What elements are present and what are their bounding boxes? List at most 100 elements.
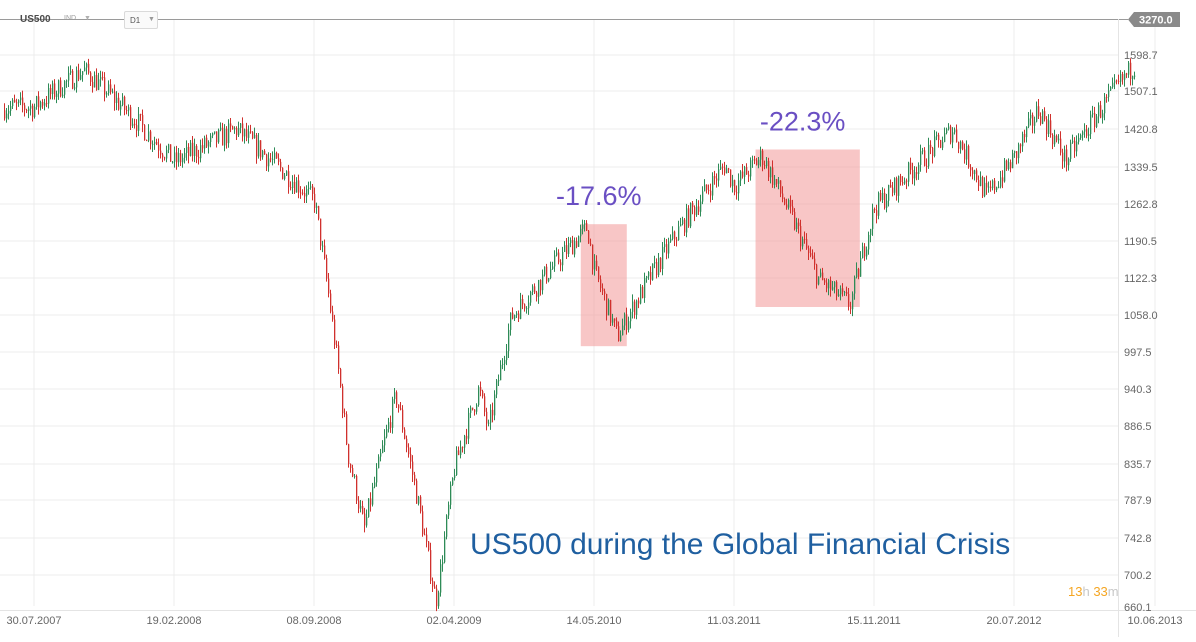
- candle-body: [982, 177, 984, 197]
- candle-body: [870, 228, 872, 235]
- candle-body: [998, 186, 1000, 188]
- candle-body: [50, 88, 52, 95]
- candle-body: [1128, 62, 1130, 75]
- candle-body: [964, 149, 966, 160]
- candle-body: [822, 272, 824, 281]
- candle-body: [936, 134, 938, 137]
- candle-body: [782, 193, 784, 199]
- candle-body: [786, 204, 788, 208]
- candle-body: [484, 396, 486, 412]
- candle-body: [978, 179, 980, 187]
- candle-body: [422, 511, 424, 535]
- candle-body: [992, 180, 994, 189]
- candle-body: [712, 176, 714, 196]
- candle-body: [626, 314, 628, 330]
- candle-body: [42, 101, 44, 106]
- candle-body: [302, 192, 304, 194]
- candle-body: [136, 125, 138, 131]
- candle-body: [160, 150, 162, 155]
- candle-body: [1062, 152, 1064, 162]
- y-tick-label: 1507.1: [1124, 86, 1158, 98]
- candle-body: [154, 141, 156, 144]
- candle-body: [698, 206, 700, 212]
- candle-body: [770, 167, 772, 178]
- candle-body: [176, 152, 178, 163]
- candle-body: [728, 168, 730, 170]
- candle-body: [272, 158, 274, 160]
- candle-body: [618, 326, 620, 341]
- candle-body: [996, 187, 998, 190]
- candle-body: [6, 113, 8, 119]
- candle-body: [846, 291, 848, 295]
- candle-body: [358, 500, 360, 509]
- candle-body: [404, 429, 406, 439]
- y-tick-label: 1262.8: [1124, 199, 1158, 211]
- y-tick-label: 1122.3: [1124, 273, 1157, 285]
- candle-body: [630, 311, 632, 322]
- candle-body: [1100, 105, 1102, 118]
- candle-body: [156, 141, 158, 145]
- caret-down-icon[interactable]: ▼: [84, 15, 91, 22]
- candle-body: [946, 129, 948, 134]
- x-tick-label: 14.05.2010: [566, 615, 621, 627]
- candle-body: [504, 360, 506, 364]
- candle-body: [684, 219, 686, 233]
- x-tick-label: 10.06.2013: [1127, 615, 1182, 627]
- candle-body: [854, 277, 856, 294]
- candle-body: [856, 268, 858, 278]
- candle-body: [360, 506, 362, 509]
- candle-body: [812, 255, 814, 259]
- candle-body: [48, 88, 50, 104]
- candle-body: [76, 70, 78, 88]
- candle-body: [994, 180, 996, 190]
- candle-body: [904, 180, 906, 184]
- candle-body: [170, 144, 172, 162]
- candle-body: [534, 286, 536, 293]
- candle-body: [314, 193, 316, 208]
- candle-body: [1084, 129, 1086, 132]
- candle-body: [720, 166, 722, 170]
- y-tick-label: 940.3: [1124, 384, 1152, 396]
- candle-body: [224, 128, 226, 146]
- candle-body: [852, 293, 854, 310]
- candle-body: [616, 320, 618, 327]
- candle-body: [338, 345, 340, 370]
- candle-body: [290, 187, 292, 189]
- candle-body: [1090, 114, 1092, 135]
- candle-body: [726, 168, 728, 174]
- candle-body: [424, 534, 426, 536]
- candle-body: [590, 243, 592, 245]
- candle-body: [454, 474, 456, 478]
- candle-body: [662, 246, 664, 269]
- candle-body: [806, 239, 808, 249]
- candle-body: [738, 180, 740, 194]
- timeframe-select[interactable]: D1 ▼: [124, 11, 158, 29]
- candle-body: [286, 171, 288, 176]
- candle-body: [816, 264, 818, 285]
- candle-body: [518, 313, 520, 319]
- candle-body: [858, 268, 860, 277]
- candle-body: [804, 238, 806, 240]
- candle-body: [1080, 134, 1082, 138]
- candle-body: [916, 172, 918, 174]
- candle-body: [308, 187, 310, 189]
- candle-body: [574, 241, 576, 255]
- candle-body: [892, 187, 894, 193]
- candle-body: [28, 108, 30, 111]
- candle-body: [794, 211, 796, 229]
- candle-body: [276, 152, 278, 159]
- candle-body: [988, 186, 990, 188]
- candle-body: [810, 253, 812, 256]
- y-tick-label: 997.5: [1124, 347, 1152, 359]
- candle-body: [648, 272, 650, 277]
- candle-body: [56, 93, 58, 97]
- candle-body: [220, 127, 222, 130]
- candle-body: [12, 99, 14, 107]
- candle-body: [256, 134, 258, 157]
- candle-body: [226, 128, 228, 144]
- instrument-type-label[interactable]: IND: [64, 15, 77, 22]
- candle-body: [450, 484, 452, 505]
- candle-body: [124, 96, 126, 111]
- candle-body: [334, 319, 336, 345]
